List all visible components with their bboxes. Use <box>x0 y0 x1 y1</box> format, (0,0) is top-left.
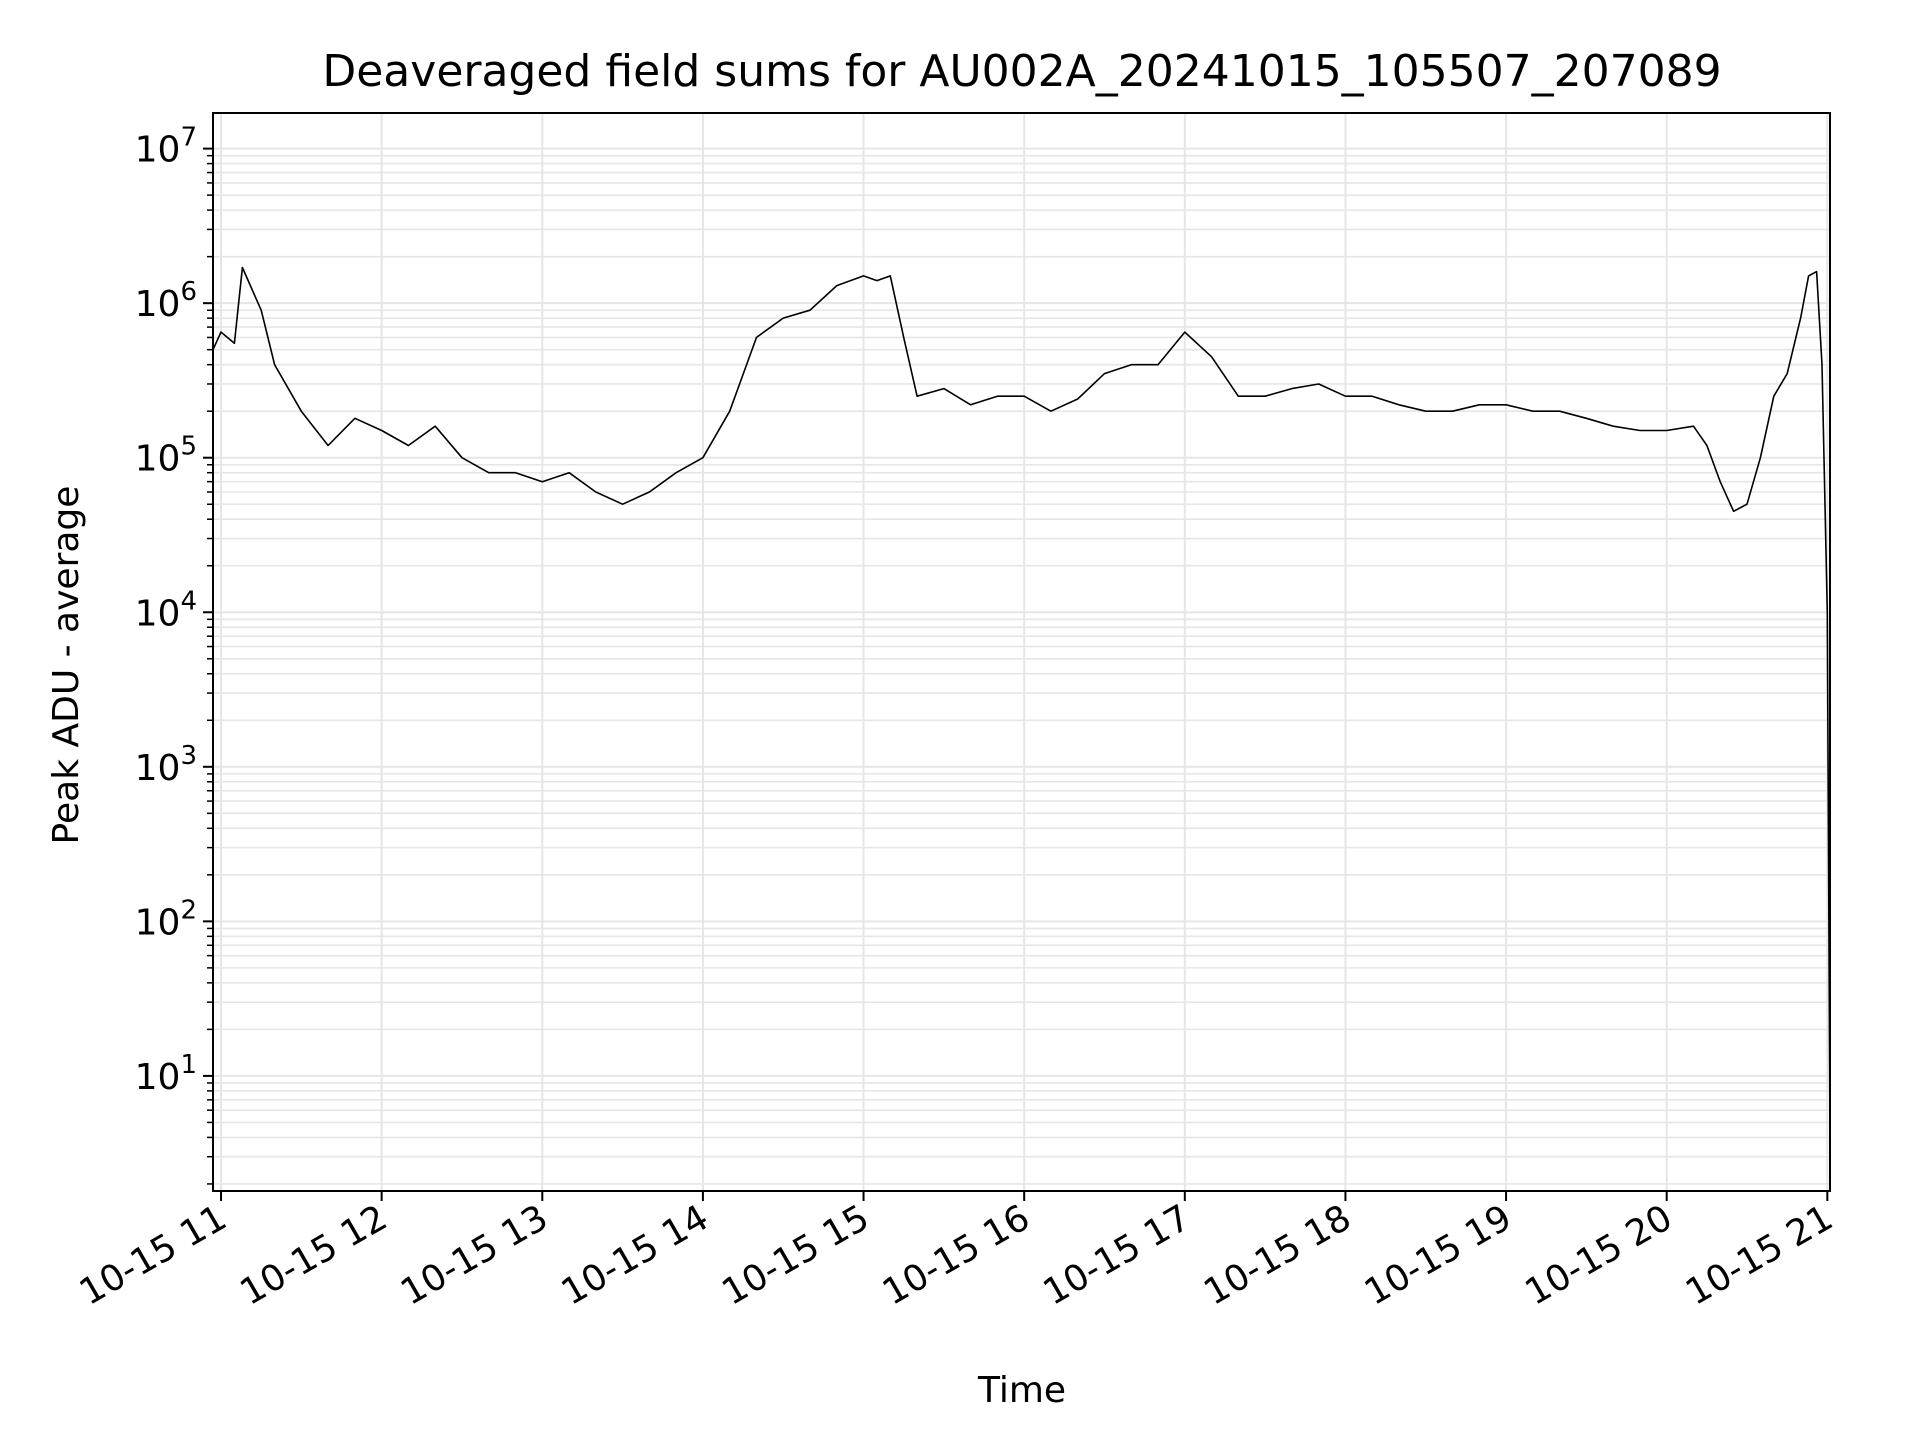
y-tick-label: 103 <box>135 741 197 789</box>
y-tick-exponent: 3 <box>180 741 197 771</box>
plot-frame <box>212 112 1831 1192</box>
y-tick-exponent: 4 <box>180 586 197 616</box>
y-tick-base: 10 <box>135 593 181 634</box>
y-tick-base: 10 <box>135 1057 181 1098</box>
series-line <box>212 266 1831 1138</box>
series-layer <box>212 266 1831 1138</box>
chart-title: Deaveraged field sums for AU002A_2024101… <box>322 46 1721 97</box>
y-tick-exponent: 2 <box>180 895 197 925</box>
y-tick-label: 102 <box>135 895 197 943</box>
y-tick-base: 10 <box>135 284 181 325</box>
y-tick-base: 10 <box>135 902 181 943</box>
y-tick-exponent: 5 <box>180 432 197 462</box>
y-tick-label: 106 <box>135 277 197 325</box>
y-tick-label: 105 <box>135 432 197 480</box>
y-tick-label: 101 <box>135 1050 197 1098</box>
y-tick-label: 107 <box>135 123 197 171</box>
y-tick-base: 10 <box>135 130 181 171</box>
y-axis-label: Peak ADU - average <box>46 486 87 845</box>
x-axis-label: Time <box>977 1370 1066 1411</box>
y-tick-base: 10 <box>135 439 181 480</box>
y-tick-exponent: 1 <box>180 1050 197 1080</box>
grid-layer <box>213 113 1830 1191</box>
y-tick-exponent: 7 <box>180 123 197 153</box>
y-tick-base: 10 <box>135 748 181 789</box>
y-tick-label: 104 <box>135 586 197 634</box>
y-tick-exponent: 6 <box>180 277 197 307</box>
